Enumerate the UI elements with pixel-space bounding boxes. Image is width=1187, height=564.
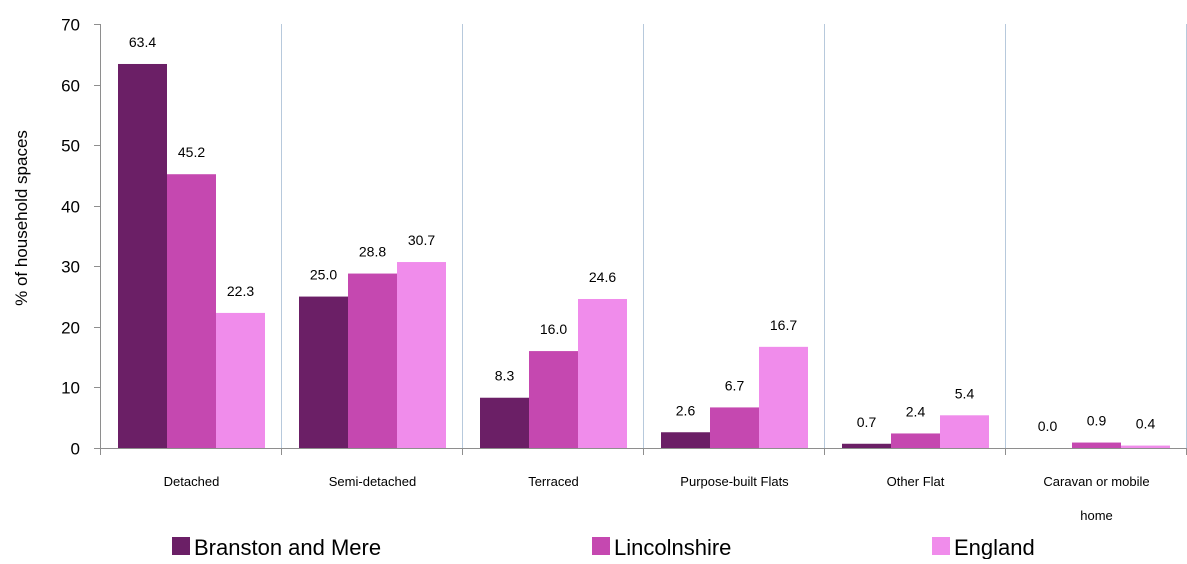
bar	[842, 443, 891, 448]
data-label: 25.0	[310, 267, 337, 283]
y-tick-label: 10	[61, 379, 80, 398]
y-tick-label: 70	[61, 16, 80, 35]
x-tick-label: Caravan or mobile home	[1043, 474, 1149, 523]
data-label: 22.3	[227, 283, 254, 299]
data-label: 0.0	[1038, 418, 1058, 434]
data-label: 30.7	[408, 232, 435, 248]
legend-swatch	[172, 537, 190, 555]
data-label: 6.7	[725, 377, 745, 393]
bar	[348, 273, 397, 448]
y-tick-label: 30	[61, 258, 80, 277]
data-label: 5.4	[955, 385, 975, 401]
data-label: 8.3	[495, 368, 515, 384]
legend-label: England	[954, 535, 1035, 559]
legend-swatch	[932, 537, 950, 555]
bar	[216, 312, 265, 448]
bar	[1121, 445, 1170, 448]
legend: Branston and Mere Lincolnshire England	[172, 535, 1035, 560]
data-label: 16.0	[540, 321, 567, 337]
bar	[480, 397, 529, 448]
x-tick-label: Terraced	[528, 474, 579, 489]
data-label: 2.4	[906, 403, 926, 419]
data-label: 63.4	[129, 34, 156, 50]
bar	[1072, 442, 1121, 448]
x-tick-label: Purpose-built Flats	[680, 474, 789, 489]
bar	[529, 351, 578, 448]
bar	[299, 296, 348, 448]
legend-label: Branston and Mere	[194, 535, 381, 559]
x-tick-label: Semi-detached	[329, 474, 416, 489]
bar	[661, 432, 710, 448]
data-label: 0.4	[1136, 416, 1156, 432]
y-tick-label: 60	[61, 77, 80, 96]
y-tick-label: 40	[61, 198, 80, 217]
legend-swatch	[592, 537, 610, 555]
bar	[710, 407, 759, 448]
data-label: 45.2	[178, 144, 205, 160]
data-label-layer: 63.4 25.0 8.3 2.6 0.7 0.0 45.2 28.8 16.0 6.7 2.4 0.…	[129, 34, 1156, 434]
data-label: 0.7	[857, 414, 877, 430]
axis-layer: 0 10 20 30 40 50 60 70 Detached Semi-detached Terr…	[61, 16, 1187, 523]
data-label: 2.6	[676, 402, 696, 418]
bar	[759, 346, 808, 448]
data-label: 0.9	[1087, 413, 1107, 429]
legend-label: Lincolnshire	[614, 535, 731, 559]
y-axis-title: % of household spaces	[12, 130, 31, 306]
x-tick-label: Detached	[164, 474, 220, 489]
data-label: 24.6	[589, 269, 616, 285]
bar	[118, 63, 167, 448]
y-tick-label: 20	[61, 319, 80, 338]
data-label: 16.7	[770, 317, 797, 333]
bar	[891, 433, 940, 448]
x-tick-label: Other Flat	[887, 474, 945, 489]
bar	[397, 262, 446, 448]
bar	[578, 298, 627, 448]
bar	[167, 174, 216, 448]
bar-layer	[118, 63, 1170, 448]
bar	[940, 415, 989, 448]
data-label: 28.8	[359, 244, 386, 260]
y-tick-label: 0	[71, 440, 80, 459]
y-tick-label: 50	[61, 137, 80, 156]
